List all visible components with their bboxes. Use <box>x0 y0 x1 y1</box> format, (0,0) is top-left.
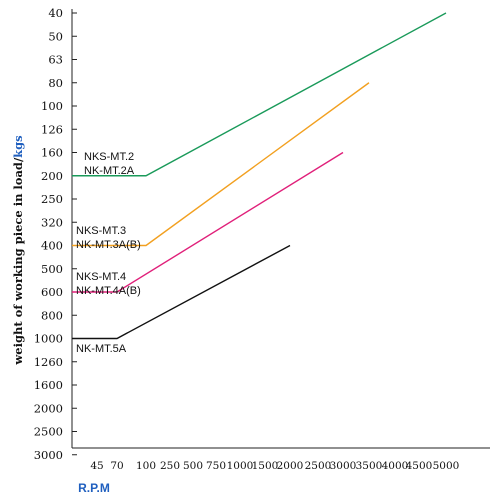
x-tick-label: 5000 <box>433 460 460 472</box>
y-tick-label: 63 <box>48 53 63 67</box>
series-annotations: NKS-MT.2 NK-MT.2A NKS-MT.3 NK-MT.3A(B) NKS-M… <box>76 151 141 355</box>
y-tick-label: 2000 <box>34 401 63 415</box>
x-tick-label: 1500 <box>252 460 279 472</box>
series-lines <box>72 12 447 340</box>
x-tick-label: 750 <box>206 460 226 472</box>
series-annotation-1: NKS-MT.2 <box>84 151 134 163</box>
series-line-1 <box>72 12 447 177</box>
series-line-2 <box>72 82 370 247</box>
y-tick-label: 100 <box>41 99 63 113</box>
y-tick-label: 1000 <box>34 332 63 346</box>
y-tick-label: 500 <box>41 262 63 276</box>
x-tick-label: 1000 <box>227 460 254 472</box>
y-tick-label: 400 <box>41 239 63 253</box>
y-tick-label: 50 <box>48 29 63 43</box>
y-tick-label: 160 <box>41 146 63 160</box>
x-tick-label: 2500 <box>305 460 332 472</box>
y-tick-label: 800 <box>41 308 63 322</box>
y-tick-label: 1600 <box>34 378 63 392</box>
y-tick-label: 320 <box>41 215 63 229</box>
y-tick-label: 250 <box>41 192 63 206</box>
series-annotation-3: NKS-MT.4 <box>76 271 126 283</box>
x-tick-label: 4500 <box>406 460 433 472</box>
x-tick-label: 500 <box>183 460 203 472</box>
series-annotation-2: NKS-MT.3 <box>76 225 126 237</box>
series-annotation-2: NK-MT.3A(B) <box>76 239 141 251</box>
x-tick-label: 45 <box>90 460 103 472</box>
x-tick-label: 3000 <box>330 460 357 472</box>
y-tick-label: 2500 <box>34 425 63 439</box>
y-tick-label: 126 <box>41 122 63 136</box>
y-tick-label: 1260 <box>34 355 63 369</box>
y-tick-label: 200 <box>41 169 63 183</box>
x-axis-label: R.P.M <box>78 481 110 495</box>
y-tick-labels: 40 50 63 80 100 126 160 200 250 320 400 500 600 800 10… <box>34 6 77 462</box>
y-tick-label: 80 <box>48 76 63 90</box>
x-tick-label: 4000 <box>382 460 409 472</box>
x-tick-label: 3500 <box>356 460 383 472</box>
series-line-3 <box>72 151 344 293</box>
x-tick-label: 70 <box>110 460 123 472</box>
series-annotation-1: NK-MT.2A <box>84 165 135 177</box>
series-annotation-3: NK-MT.4A(B) <box>76 285 141 297</box>
chart-axes <box>71 9 490 449</box>
x-tick-label: 2000 <box>277 460 304 472</box>
series-line-4 <box>72 244 291 340</box>
y-tick-label: 3000 <box>34 448 63 462</box>
x-tick-label: 250 <box>160 460 180 472</box>
series-annotation-4: NK-MT.5A <box>76 343 127 355</box>
y-axis-label: weight of working piece in load/kgs <box>11 135 25 365</box>
y-tick-label: 600 <box>41 285 63 299</box>
y-tick-label: 40 <box>48 6 63 20</box>
x-tick-label: 100 <box>136 460 156 472</box>
